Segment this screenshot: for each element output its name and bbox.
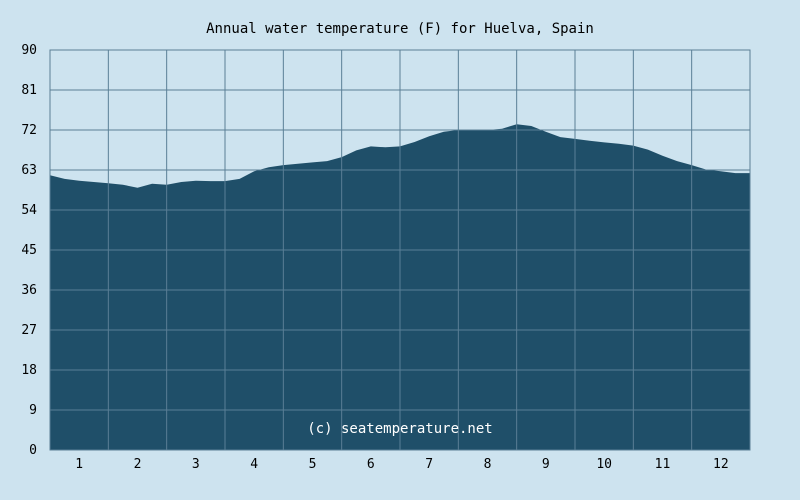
y-tick-label: 90: [21, 43, 37, 58]
plot-frame: [49, 49, 751, 451]
y-tick-label: 36: [21, 283, 37, 298]
y-tick-label: 81: [21, 83, 37, 98]
y-tick-label: 18: [21, 363, 37, 378]
y-tick-label: 45: [21, 243, 37, 258]
x-tick-label: 12: [713, 457, 729, 472]
x-tick-label: 11: [655, 457, 671, 472]
x-tick-label: 1: [75, 457, 83, 472]
x-tick-label: 6: [367, 457, 375, 472]
x-tick-label: 10: [596, 457, 612, 472]
x-tick-label: 5: [309, 457, 317, 472]
x-tick-label: 4: [250, 457, 258, 472]
chart-title: Annual water temperature (F) for Huelva,…: [206, 21, 594, 37]
y-tick-label: 54: [21, 203, 37, 218]
x-tick-label: 8: [484, 457, 492, 472]
y-tick-label: 27: [21, 323, 37, 338]
x-tick-label: 7: [425, 457, 433, 472]
y-tick-label: 63: [21, 163, 37, 178]
y-tick-label: 0: [29, 443, 37, 458]
copyright-watermark: (c) seatemperature.net: [307, 421, 492, 437]
y-tick-label: 9: [29, 403, 37, 418]
x-tick-label: 2: [134, 457, 142, 472]
x-tick-label: 3: [192, 457, 200, 472]
x-tick-label: 9: [542, 457, 550, 472]
y-tick-label: 72: [21, 123, 37, 138]
